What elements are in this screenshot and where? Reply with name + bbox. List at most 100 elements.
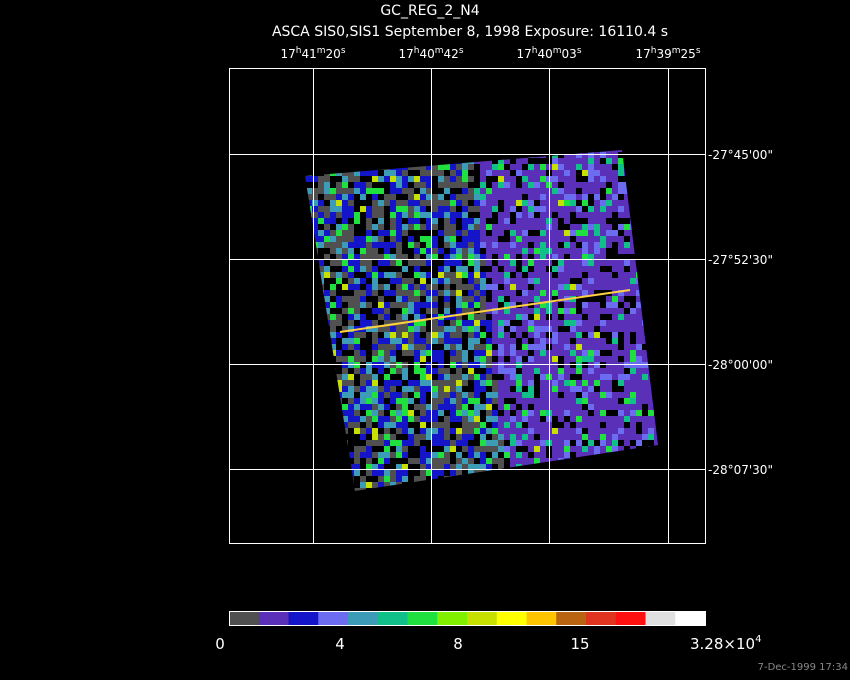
pixel — [570, 284, 576, 290]
pixel — [600, 176, 606, 182]
pixel — [312, 278, 318, 284]
pixel — [564, 470, 570, 476]
pixel — [324, 272, 330, 278]
pixel — [312, 344, 318, 350]
pixel — [660, 470, 666, 476]
colorbar-swatch — [556, 611, 587, 625]
pixel — [630, 150, 636, 152]
pixel — [594, 308, 600, 314]
pixel — [528, 338, 534, 344]
pixel — [426, 476, 432, 482]
pixel — [480, 248, 486, 254]
pixel — [486, 194, 492, 200]
pixel — [414, 494, 420, 500]
pixel — [305, 320, 306, 326]
pixel — [582, 308, 588, 314]
pixel — [534, 150, 540, 152]
pixel — [348, 410, 354, 416]
pixel — [576, 308, 582, 314]
pixel — [372, 182, 378, 188]
pixel — [528, 470, 534, 476]
pixel — [612, 488, 618, 491]
pixel — [534, 254, 540, 260]
pixel — [426, 434, 432, 440]
pixel — [390, 482, 396, 488]
pixel — [528, 278, 534, 284]
pixel — [342, 206, 348, 212]
pixel — [558, 332, 564, 338]
pixel — [324, 206, 330, 212]
pixel — [390, 176, 396, 182]
pixel — [522, 434, 528, 440]
pixel — [474, 464, 480, 470]
pixel — [612, 242, 618, 248]
pixel — [456, 464, 462, 470]
pixel — [522, 150, 528, 152]
pixel — [492, 482, 498, 488]
pixel — [438, 308, 444, 314]
pixel — [300, 494, 306, 500]
pixel — [438, 176, 444, 182]
pixel — [600, 164, 606, 170]
pixel — [426, 386, 432, 392]
pixel — [534, 194, 540, 200]
pixel — [612, 296, 618, 302]
pixel — [330, 422, 336, 428]
pixel — [390, 266, 396, 272]
pixel — [552, 482, 558, 488]
pixel — [456, 242, 462, 248]
pixel — [570, 452, 576, 458]
pixel — [558, 356, 564, 362]
pixel — [306, 200, 312, 206]
pixel — [330, 296, 336, 302]
pixel — [636, 230, 642, 236]
pixel — [390, 356, 396, 362]
pixel — [540, 410, 546, 416]
pixel — [492, 494, 498, 500]
pixel — [492, 476, 498, 482]
pixel — [564, 494, 570, 500]
pixel — [648, 488, 654, 491]
pixel — [594, 314, 600, 320]
pixel — [348, 296, 354, 302]
pixel — [360, 188, 366, 194]
pixel — [528, 320, 534, 326]
pixel — [510, 188, 516, 194]
pixel — [558, 392, 564, 398]
pixel — [305, 344, 306, 350]
pixel — [336, 470, 342, 476]
pixel — [630, 374, 636, 380]
pixel — [474, 374, 480, 380]
pixel — [420, 170, 426, 176]
pixel — [312, 170, 318, 176]
pixel — [444, 170, 450, 176]
pixel — [305, 428, 306, 434]
pixel — [612, 188, 618, 194]
pixel — [348, 248, 354, 254]
ra-label: 17h40m03s — [516, 46, 581, 61]
pixel — [540, 482, 546, 488]
pixel — [456, 254, 462, 260]
pixel — [432, 356, 438, 362]
pixel — [576, 452, 582, 458]
pixel — [654, 440, 658, 446]
pixel — [624, 350, 630, 356]
pixel — [312, 326, 318, 332]
pixel — [516, 416, 522, 422]
pixel — [366, 476, 372, 482]
pixel — [654, 398, 658, 404]
pixel — [444, 404, 450, 410]
pixel — [462, 392, 468, 398]
pixel — [305, 314, 306, 320]
pixel — [516, 194, 522, 200]
pixel — [372, 470, 378, 476]
pixel — [552, 248, 558, 254]
pixel — [372, 188, 378, 194]
pixel — [636, 212, 642, 218]
pixel — [504, 356, 510, 362]
pixel — [558, 254, 564, 260]
pixel — [444, 182, 450, 188]
pixel — [414, 150, 420, 152]
pixel — [360, 422, 366, 428]
pixel — [402, 150, 408, 152]
